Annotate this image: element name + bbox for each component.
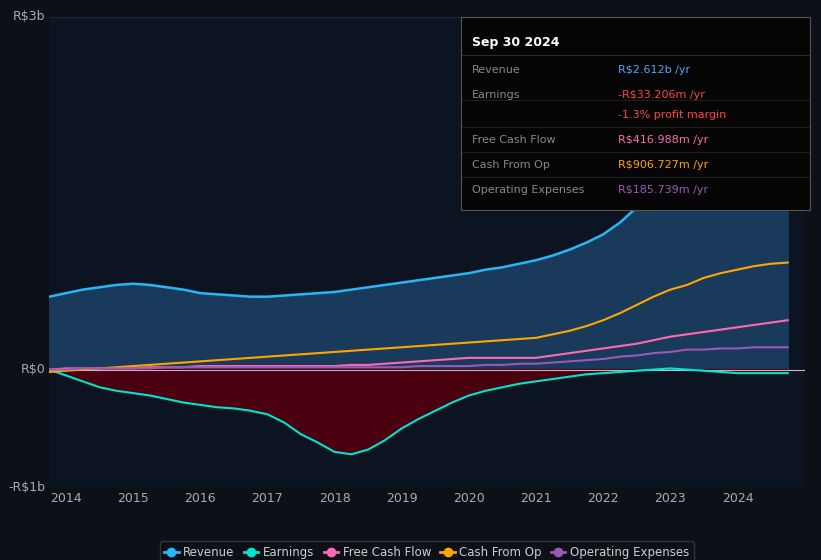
Text: R$2.612b /yr: R$2.612b /yr xyxy=(618,65,690,75)
Text: R$0: R$0 xyxy=(21,363,45,376)
Text: Revenue: Revenue xyxy=(472,65,521,75)
Text: R$3b: R$3b xyxy=(13,10,45,24)
Text: Free Cash Flow: Free Cash Flow xyxy=(472,134,556,144)
Text: Sep 30 2024: Sep 30 2024 xyxy=(472,36,559,49)
Text: -R$1b: -R$1b xyxy=(8,480,45,494)
Text: R$906.727m /yr: R$906.727m /yr xyxy=(618,160,709,170)
Text: -1.3% profit margin: -1.3% profit margin xyxy=(618,110,727,119)
Text: Earnings: Earnings xyxy=(472,90,521,100)
Text: R$185.739m /yr: R$185.739m /yr xyxy=(618,185,709,195)
Text: Operating Expenses: Operating Expenses xyxy=(472,185,585,195)
Legend: Revenue, Earnings, Free Cash Flow, Cash From Op, Operating Expenses: Revenue, Earnings, Free Cash Flow, Cash … xyxy=(159,541,695,560)
Text: R$416.988m /yr: R$416.988m /yr xyxy=(618,134,709,144)
Text: Cash From Op: Cash From Op xyxy=(472,160,550,170)
Text: -R$33.206m /yr: -R$33.206m /yr xyxy=(618,90,705,100)
